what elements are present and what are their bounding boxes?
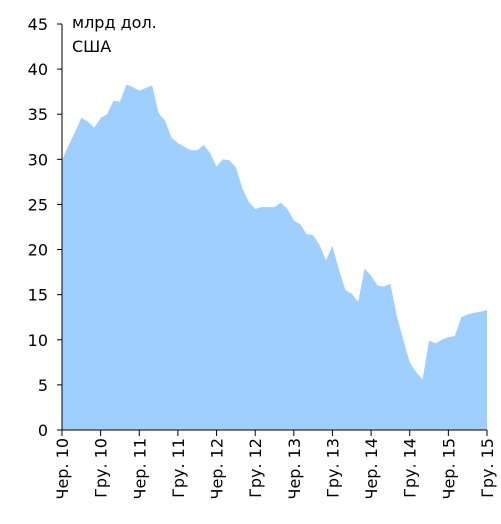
x-tick-label: Гру. 11	[169, 438, 188, 498]
y-tick-label: 20	[28, 241, 48, 260]
x-tick-label: Чер. 11	[130, 438, 149, 500]
y-tick-label: 5	[38, 376, 48, 395]
x-tick-label: Чер. 14	[362, 438, 381, 500]
y-tick-label: 0	[38, 421, 48, 440]
unit-label: США	[72, 37, 111, 56]
x-tick-label: Чер. 13	[285, 438, 304, 500]
y-tick-label: 35	[28, 105, 48, 124]
unit-label: млрд дол.	[72, 13, 157, 32]
y-tick-label: 25	[28, 195, 48, 214]
x-tick-label: Гру. 10	[92, 438, 111, 498]
y-tick-label: 30	[28, 150, 48, 169]
x-tick-label: Чер. 10	[53, 438, 72, 500]
x-tick-label: Чер. 12	[208, 438, 227, 500]
area	[62, 84, 487, 431]
x-tick-label: Гру. 15	[478, 438, 497, 498]
y-tick-label: 10	[28, 331, 48, 350]
x-tick-label: Чер. 15	[439, 438, 458, 500]
y-tick-label: 15	[28, 286, 48, 305]
y-tick-label: 45	[28, 15, 48, 34]
x-tick-label: Гру. 12	[246, 438, 265, 498]
y-tick-label: 40	[28, 60, 48, 79]
x-tick-label: Гру. 14	[401, 438, 420, 498]
x-tick-label: Гру. 13	[323, 438, 342, 498]
